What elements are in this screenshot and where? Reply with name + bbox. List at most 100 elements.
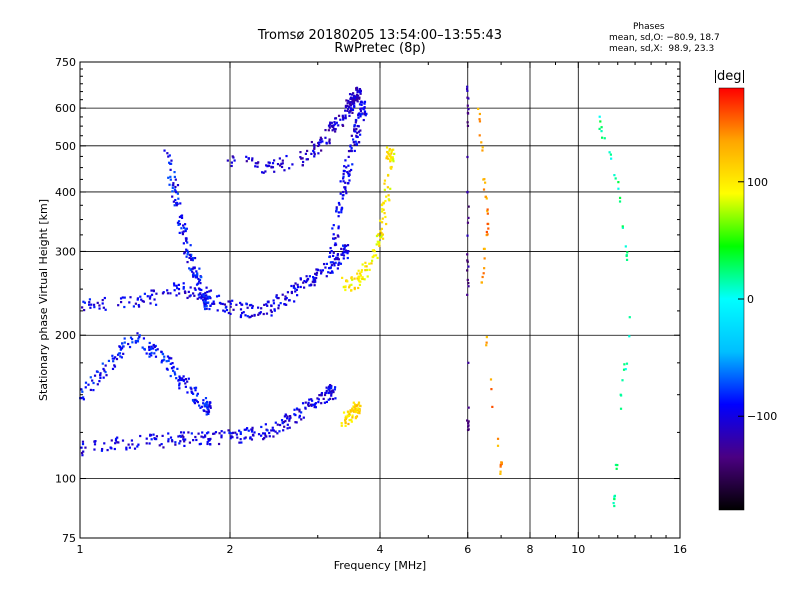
data-point (137, 305, 141, 308)
data-point (180, 227, 183, 230)
data-point (310, 140, 313, 144)
data-point (180, 214, 184, 217)
data-point (88, 298, 92, 301)
data-point (484, 195, 487, 198)
data-point (328, 126, 331, 129)
data-point (364, 114, 367, 117)
data-point (359, 107, 362, 110)
data-point (196, 272, 199, 275)
data-point (183, 252, 186, 255)
data-point (365, 112, 368, 115)
data-point (392, 158, 395, 161)
data-point (192, 439, 195, 442)
data-point (115, 357, 119, 361)
data-point (161, 292, 165, 295)
data-point (148, 341, 151, 345)
data-point (353, 97, 356, 100)
data-point (209, 443, 212, 446)
data-point (328, 389, 331, 392)
data-point (327, 266, 331, 270)
data-point (351, 407, 354, 410)
data-point (194, 389, 197, 392)
data-point (182, 378, 186, 382)
data-point (184, 377, 188, 381)
data-point (283, 415, 286, 418)
data-point (162, 291, 165, 294)
data-point (329, 121, 332, 124)
data-point (467, 285, 470, 288)
data-point (302, 160, 305, 164)
data-point (278, 423, 282, 427)
data-point (478, 120, 482, 123)
data-point (305, 275, 308, 278)
data-point (346, 252, 349, 255)
data-point (388, 155, 391, 158)
data-point (184, 382, 187, 385)
data-point (391, 148, 394, 151)
data-point (353, 149, 356, 153)
data-point (321, 269, 324, 272)
data-point (335, 256, 338, 259)
data-point (203, 303, 206, 306)
data-point (324, 266, 327, 269)
data-point (101, 298, 104, 302)
data-point (229, 437, 232, 440)
data-point (350, 276, 353, 279)
data-point (348, 418, 351, 422)
data-point (376, 256, 379, 260)
data-point (193, 386, 196, 390)
data-point (240, 303, 243, 306)
data-point (89, 388, 92, 392)
data-point (332, 224, 335, 227)
data-point (485, 197, 488, 200)
data-point (145, 437, 148, 440)
y-tick-label: 600 (55, 102, 76, 115)
data-point (165, 360, 168, 363)
data-point (295, 421, 298, 424)
data-point (224, 306, 227, 309)
data-point (206, 295, 209, 298)
data-point (200, 405, 203, 408)
data-point (466, 278, 469, 282)
data-point (251, 159, 254, 162)
data-point (362, 118, 365, 122)
data-point (276, 423, 279, 426)
data-point (223, 310, 227, 313)
data-point (347, 182, 350, 185)
data-point (346, 415, 349, 418)
data-point (599, 120, 602, 123)
data-point (271, 426, 274, 429)
data-point (276, 432, 279, 435)
data-point (207, 431, 210, 434)
data-point (203, 307, 207, 311)
data-point (351, 111, 354, 114)
data-point (327, 391, 330, 395)
data-point (205, 294, 208, 297)
data-point (313, 147, 316, 150)
data-point (342, 254, 346, 257)
data-point (261, 171, 264, 174)
data-point (375, 234, 379, 238)
data-point (198, 280, 201, 283)
data-point (263, 303, 266, 306)
data-point (381, 207, 384, 211)
data-point (173, 289, 176, 292)
data-point (244, 314, 247, 317)
data-point (220, 430, 223, 433)
data-point (356, 131, 359, 134)
data-point (379, 219, 382, 222)
data-point (229, 312, 232, 315)
data-point (346, 107, 350, 110)
data-point (250, 303, 253, 307)
data-point (281, 162, 284, 165)
data-point (245, 428, 248, 431)
data-point (295, 288, 298, 291)
data-point (624, 368, 627, 371)
data-point (177, 223, 180, 227)
data-point (202, 299, 205, 302)
data-point (467, 97, 470, 100)
data-point (160, 359, 164, 362)
data-point (182, 375, 185, 378)
data-point (116, 441, 119, 444)
data-point (209, 405, 212, 408)
